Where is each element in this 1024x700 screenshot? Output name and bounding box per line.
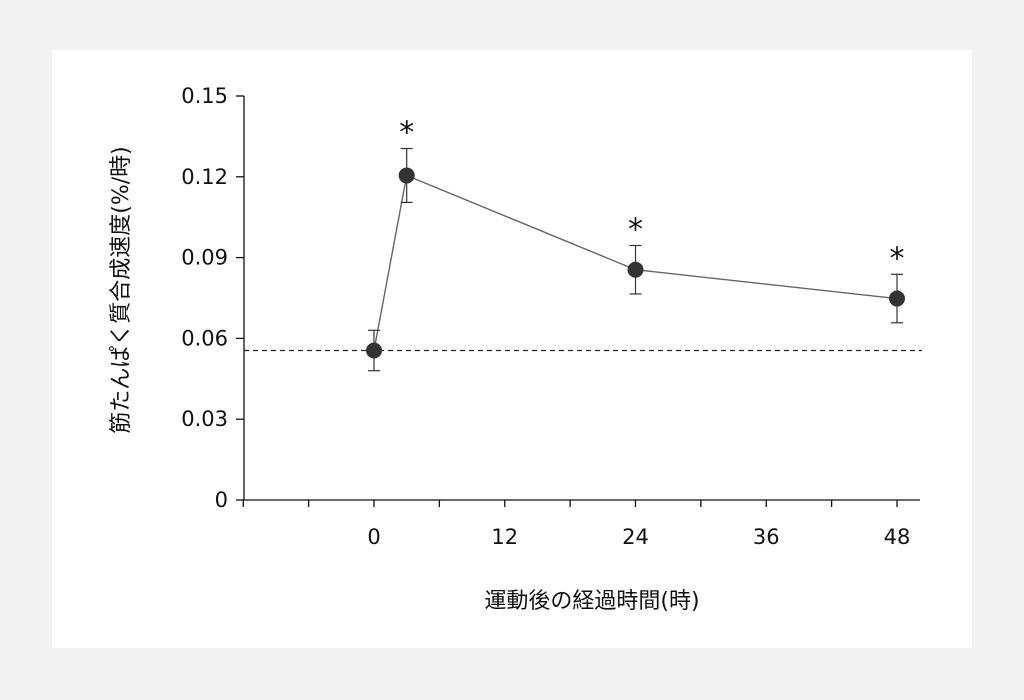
y-tick-label: 0.09 bbox=[181, 246, 228, 270]
y-tick-label: 0.12 bbox=[181, 165, 228, 189]
data-point bbox=[366, 342, 382, 359]
series-line bbox=[373, 174, 898, 351]
x-tick-label: 36 bbox=[753, 525, 780, 549]
y-tick-label: 0.06 bbox=[181, 326, 228, 350]
axes: 0 0.03 0.06 0.09 0.12 0.15 0 12 24 36 48 bbox=[181, 84, 920, 549]
data-point bbox=[627, 261, 644, 278]
significance-marker: * bbox=[399, 116, 414, 151]
y-tick-label: 0.03 bbox=[181, 407, 228, 431]
data-point bbox=[398, 167, 415, 184]
significance-marker: * bbox=[628, 212, 643, 247]
x-tick-label: 24 bbox=[622, 525, 649, 549]
x-tick-label: 12 bbox=[491, 525, 518, 549]
y-tick-label: 0.15 bbox=[181, 84, 228, 108]
data-point bbox=[889, 290, 905, 307]
significance-marker: * bbox=[890, 241, 905, 276]
chart-card bbox=[52, 50, 972, 648]
x-tick-label: 48 bbox=[884, 525, 911, 549]
x-axis-title: 運動後の経過時間(時) bbox=[484, 589, 699, 614]
x-tick-label: 0 bbox=[367, 525, 380, 549]
y-axis-title: 筋たんぱく質合成速度(%/時) bbox=[109, 146, 134, 433]
y-tick-label: 0 bbox=[215, 488, 228, 512]
series-group: * * * bbox=[366, 116, 905, 372]
